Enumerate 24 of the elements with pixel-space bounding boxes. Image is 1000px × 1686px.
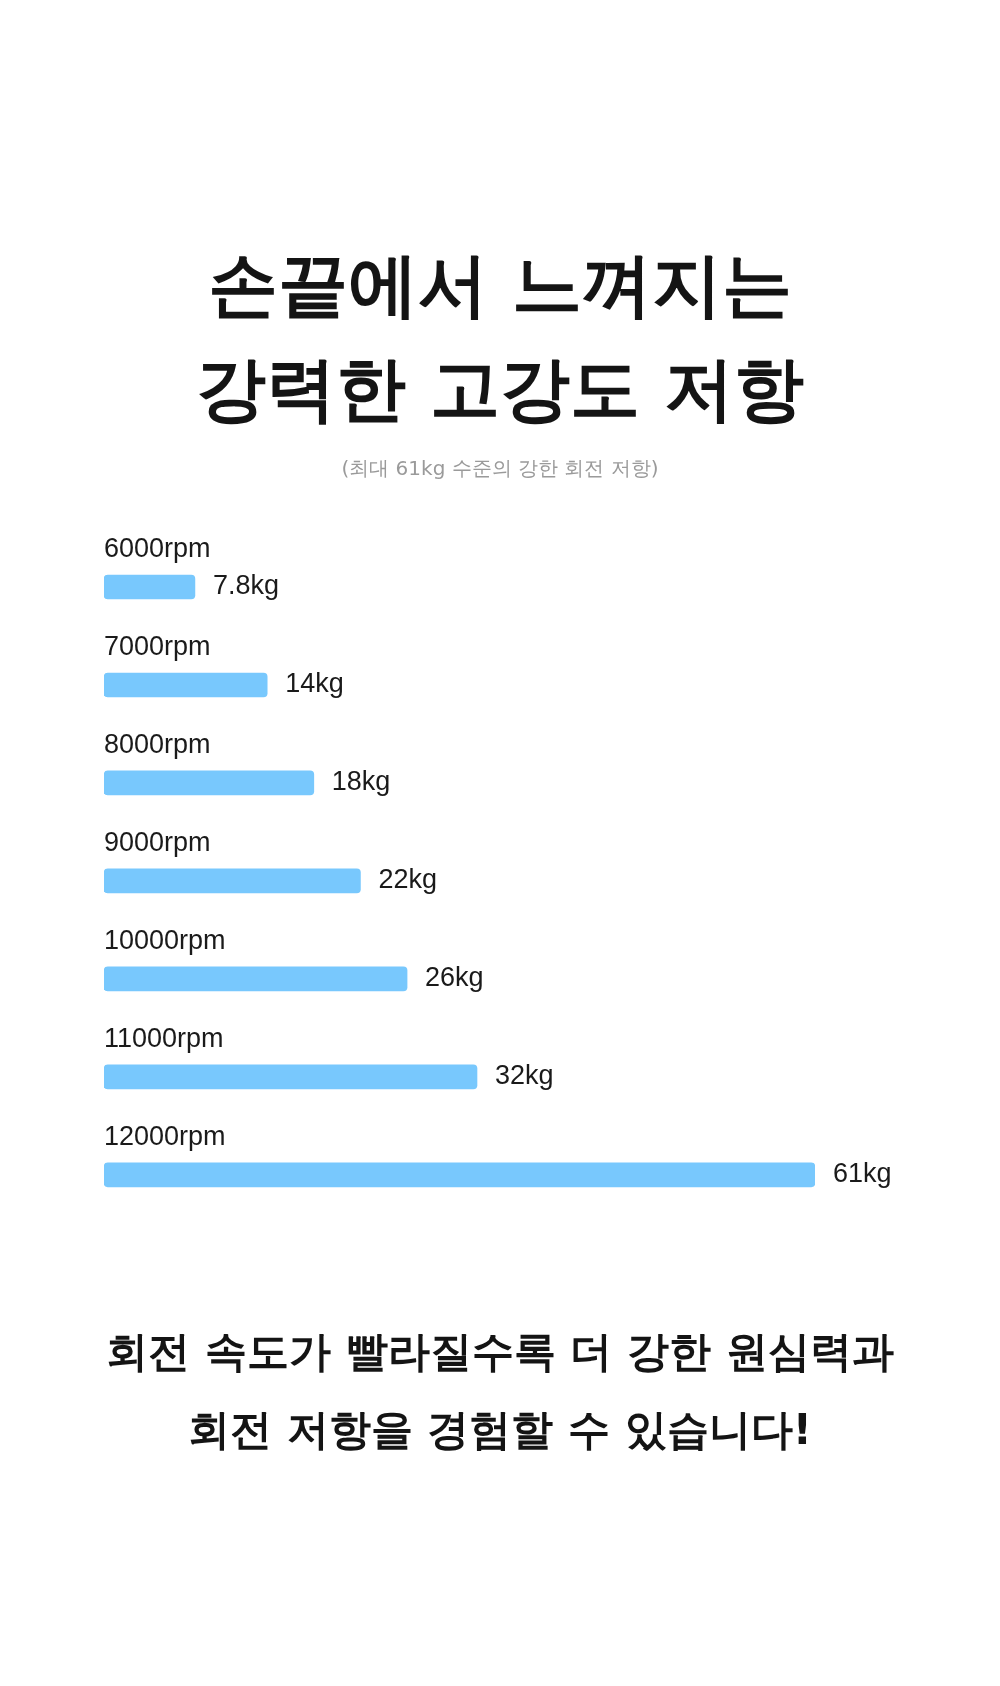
bar bbox=[104, 1162, 815, 1188]
data-label: 22kg bbox=[378, 864, 437, 895]
y-tick-label: 10000rpm bbox=[104, 925, 226, 956]
bar bbox=[104, 574, 196, 600]
data-label: 32kg bbox=[494, 1060, 554, 1091]
bar bbox=[104, 868, 361, 894]
data-label: 14kg bbox=[285, 668, 344, 699]
y-tick-label: 7000rpm bbox=[104, 631, 211, 662]
y-tick-label: 9000rpm bbox=[104, 827, 211, 858]
text: 회전 속도가 빨라질수록 더 강한 원심력과 회전 저항을 경험할 수 있습니다! bbox=[105, 1326, 895, 1456]
bar bbox=[104, 1064, 478, 1090]
y-tick-label: 11000rpm bbox=[104, 1023, 224, 1054]
chart-subtitle: (최대 61kg 수준의 강한 회전 저항) bbox=[340, 455, 660, 481]
y-tick-label: 6000rpm bbox=[104, 533, 211, 564]
bar bbox=[104, 770, 315, 796]
data-label: 61kg bbox=[833, 1158, 892, 1189]
data-label: 7.8kg bbox=[212, 570, 279, 601]
y-tick-label: 12000rpm bbox=[104, 1121, 226, 1152]
data-label: 26kg bbox=[425, 962, 484, 993]
chart-title: 손끝에서 느껴지는 강력한 고강도 저항 bbox=[194, 243, 806, 432]
bar bbox=[104, 672, 268, 698]
y-tick-label: 8000rpm bbox=[104, 729, 211, 760]
bar bbox=[104, 966, 408, 992]
data-label: 18kg bbox=[331, 766, 391, 797]
